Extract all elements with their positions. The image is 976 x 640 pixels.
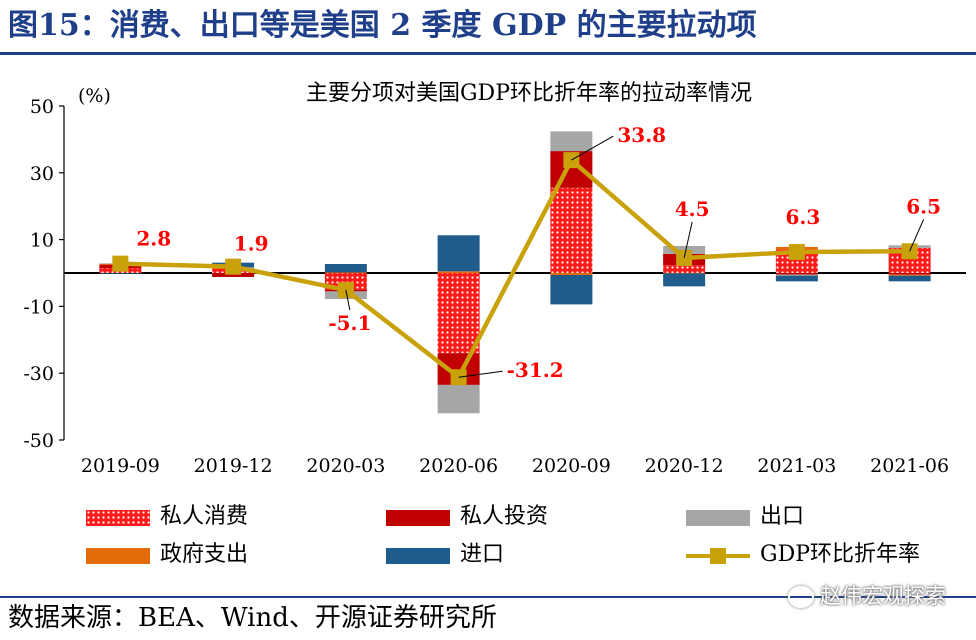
bar-segment-政府支出 (437, 271, 480, 273)
gdp-line (120, 157, 910, 380)
x-tick-label: 2020-09 (532, 455, 611, 477)
x-tick-label: 2020-06 (419, 455, 498, 477)
bar-segment-私人消费 (550, 187, 593, 273)
legend-label: 私人消费 (160, 504, 249, 529)
y-axis-unit: (%) (78, 85, 111, 107)
label-leader (683, 221, 693, 259)
x-tick-label: 2019-12 (194, 455, 273, 477)
bar-segment-私人消费 (663, 265, 706, 273)
gdp-data-label: 1.9 (234, 232, 269, 256)
x-tick-label: 2021-03 (757, 455, 836, 477)
x-tick-label: 2019-09 (81, 455, 160, 477)
figure-title: 图15：消费、出口等是美国 2 季度 GDP 的主要拉动项 (8, 8, 757, 43)
label-leader (458, 370, 503, 378)
gdp-data-label: -5.1 (328, 311, 371, 335)
gdp-data-label: 4.5 (675, 197, 710, 221)
bar-segment-进口 (99, 273, 142, 274)
y-tick-label: 30 (30, 163, 54, 185)
bar-segment-进口 (775, 275, 818, 282)
legend-label: GDP环比折年率 (760, 542, 921, 567)
watermark: 赵伟宏观探索 (788, 583, 946, 609)
bar-segment-进口 (324, 263, 367, 273)
legend-swatch-government (86, 548, 150, 564)
bar-segment-进口 (888, 275, 931, 282)
bar-segment-出口 (663, 245, 706, 254)
x-tick-label: 2021-06 (870, 455, 949, 477)
gdp-data-label: 33.8 (617, 123, 666, 147)
label-leader (345, 289, 351, 311)
source-note: 数据来源：BEA、Wind、开源证券研究所 (8, 603, 497, 633)
legend-label: 进口 (460, 542, 505, 567)
bar-segment-进口 (550, 275, 593, 305)
gdp-data-label: -31.2 (507, 358, 564, 382)
label-leader (571, 135, 614, 161)
bar-segment-政府支出 (550, 273, 593, 276)
bar-segment-私人消费 (437, 273, 480, 354)
legend-swatch-investment (386, 510, 450, 526)
bar-segment-进口 (437, 235, 480, 272)
bar-segment-私人投资 (775, 273, 818, 275)
bar-segment-私人投资 (888, 273, 931, 275)
bar-segment-私人消费 (775, 249, 818, 273)
gdp-data-label: 6.3 (785, 205, 820, 229)
legend-swatch-consumption (86, 510, 150, 526)
y-tick-label: -10 (23, 296, 54, 318)
gdp-marker (225, 258, 242, 275)
chart-title: 主要分项对美国GDP环比折年率的拉动率情况 (306, 81, 752, 106)
chart-legend: 私人消费 私人投资 出口 政府支出 进口 GDP环比折年率 (0, 500, 976, 580)
gdp-data-label: 2.8 (136, 227, 171, 251)
wechat-icon (788, 586, 814, 608)
bar-segment-出口 (437, 384, 480, 414)
y-tick-label: -30 (23, 363, 54, 385)
gdp-marker (112, 255, 129, 272)
bar-segment-政府支出 (888, 274, 931, 276)
legend-swatch-exports (686, 510, 750, 526)
legend-label: 政府支出 (160, 542, 249, 567)
bar-segment-出口 (550, 131, 593, 152)
x-tick-label: 2020-12 (645, 455, 724, 477)
legend-swatch-imports (386, 548, 450, 564)
bar-segment-政府支出 (663, 273, 706, 274)
gdp-marker (788, 243, 805, 260)
watermark-text: 赵伟宏观探索 (820, 584, 946, 608)
gdp-data-label: 6.5 (906, 194, 941, 218)
legend-label: 私人投资 (460, 504, 549, 529)
y-tick-label: -50 (23, 430, 54, 452)
bar-segment-政府支出 (324, 272, 367, 273)
bar-segment-私人投资 (212, 273, 255, 278)
legend-swatch-gdp (686, 548, 750, 564)
label-leader (909, 219, 925, 252)
legend-label: 出口 (760, 504, 805, 529)
bar-segment-出口 (775, 274, 818, 276)
y-tick-label: 50 (30, 96, 54, 118)
source-divider (0, 596, 976, 598)
bar-segment-私人消费 (324, 273, 367, 290)
x-tick-label: 2020-03 (306, 455, 385, 477)
y-tick-label: 10 (30, 230, 54, 252)
title-divider (0, 52, 976, 55)
bar-segment-进口 (663, 273, 706, 287)
stacked-bar-chart: 主要分项对美国GDP环比折年率的拉动率情况 (%) 50 30 10 -10 -30 -50 2… (23, 81, 966, 477)
